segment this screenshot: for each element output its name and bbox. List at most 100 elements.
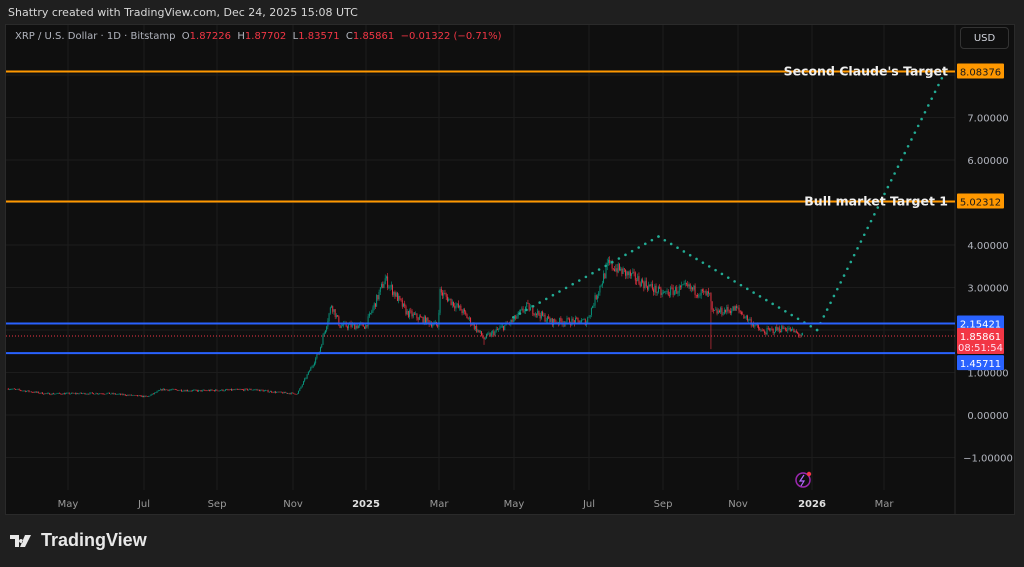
candle-body [487,333,489,335]
candle [418,314,420,321]
candle-body [17,389,19,390]
projection-dot [518,312,522,315]
candle [461,308,463,316]
candle-body [309,370,311,372]
projection-dot [564,286,568,290]
candle [450,298,452,306]
candle [712,308,714,314]
candle-body [504,325,506,331]
candle [503,325,504,332]
candle-body [686,283,687,285]
candle-body [184,390,186,392]
candle [334,308,336,320]
candle [464,307,465,315]
candle-body [267,390,269,393]
candle-body [655,285,657,293]
symbol-title[interactable]: XRP / U.S. Dollar · 1D · Bitstamp [15,31,176,42]
candle [183,389,185,392]
candle [798,332,800,338]
candle-body [33,392,35,393]
candle [655,283,657,297]
candle-body [138,395,140,397]
level-price-label: 5.02312 [960,198,1001,209]
candle [265,389,267,392]
candle [223,390,225,392]
candle [212,390,214,391]
projection-dot [886,185,890,189]
candle-body [78,393,80,395]
candle [765,331,767,335]
candle-body [738,307,740,311]
candle-body [273,391,275,393]
candle [794,330,796,334]
candle [721,306,723,317]
candle [526,301,528,310]
candle [190,390,192,392]
candle [528,303,530,312]
candle-body [245,388,247,390]
candle-body [783,328,785,329]
tradingview-logo[interactable]: TradingView [10,530,147,551]
candle [639,281,641,288]
candle-body [465,311,467,315]
candle-body [625,269,626,276]
projection-dot [900,158,903,162]
candle-body [357,325,359,329]
candle-body [687,284,689,287]
projection-dot [538,301,541,304]
candle-body [726,307,728,313]
candle [281,391,282,393]
candle [65,392,67,395]
candle-body [121,393,123,395]
candle-body [577,318,579,321]
currency-button[interactable]: USD [960,27,1009,49]
candle [107,392,109,394]
candle [694,283,696,299]
candle [500,324,502,328]
candle [633,268,635,277]
candle [493,329,495,338]
candle-body [155,392,157,394]
candle [101,393,103,395]
candle-body [488,333,490,335]
candle-body [329,307,331,314]
candle-body [95,393,97,395]
candle-body [781,326,783,333]
candle-body [769,328,770,330]
candle [34,391,36,394]
candle-body [276,392,278,393]
candle [328,312,330,323]
candle-body [534,313,536,316]
candle [538,310,540,317]
candle-body [483,337,485,340]
projection-dot [933,90,937,94]
candle-body [149,395,151,397]
candle [651,280,653,291]
candle [252,389,254,391]
candle [460,304,462,311]
candle-body [122,393,124,395]
candle-body [709,293,711,294]
candle [266,390,268,391]
candle-body [151,393,153,395]
candle [117,393,119,395]
candle-body [172,388,174,390]
candle-body [618,263,620,271]
candle-body [206,390,208,392]
candle-body [201,390,203,392]
candle-body [290,392,292,395]
candle-body [205,390,207,392]
candle [60,393,62,395]
projection-dot [910,138,913,141]
candle-body [166,389,168,391]
candle-body [304,378,306,382]
candle [705,289,707,296]
candle [44,393,46,395]
candle-body [722,314,724,315]
candle [542,310,544,317]
candle-body [756,323,758,326]
projection-dot [551,293,555,297]
candle [583,317,585,320]
candle-body [200,390,202,392]
